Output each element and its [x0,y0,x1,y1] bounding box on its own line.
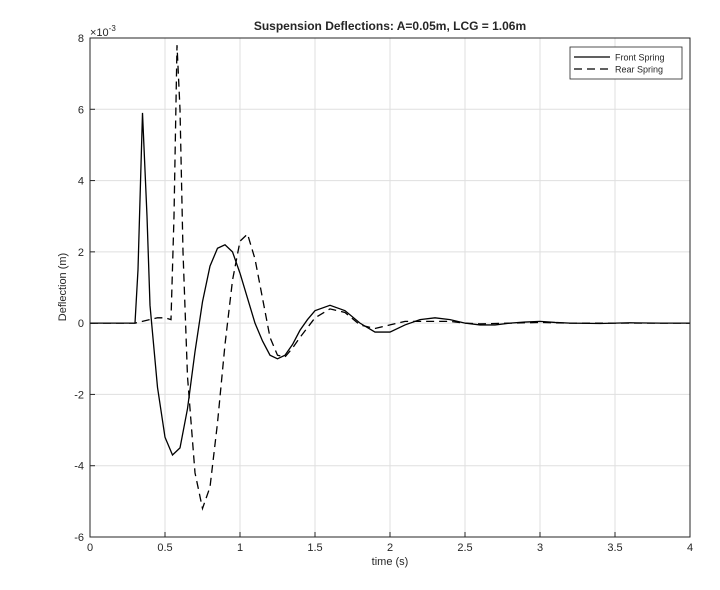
chart-title: Suspension Deflections: A=0.05m, LCG = 1… [254,19,526,33]
x-tick-label: 3.5 [607,542,622,554]
x-axis-label: time (s) [372,556,409,568]
x-tick-label: 2 [387,542,393,554]
y-tick-label: 6 [78,104,84,116]
x-tick-label: 1.5 [307,542,322,554]
x-tick-label: 0.5 [157,542,172,554]
y-tick-label: 4 [78,176,84,188]
legend: Front Spring Rear Spring [569,46,683,80]
y-tick-label: 0 [78,318,84,330]
x-tick-label: 0 [87,542,93,554]
y-tick-label: -6 [74,532,84,544]
legend-label: Rear Spring [615,65,663,75]
y-tick-label: 8 [78,33,84,45]
legend-label: Front Spring [615,53,665,63]
y-axis-label: Deflection (m) [57,253,69,321]
y-tick-label: -4 [74,461,84,473]
x-tick-label: 1 [237,542,243,554]
y-multiplier-base: ×10 [90,27,109,39]
y-multiplier-exponent: -3 [109,24,117,33]
x-tick-label: 3 [537,542,543,554]
axes-box [89,37,691,538]
y-tick-label: 2 [78,247,84,259]
x-tick-label: 2.5 [457,542,472,554]
x-tick-label: 4 [687,542,693,554]
y-tick-label: -2 [74,389,84,401]
y-multiplier: ×10-3 [90,24,116,39]
series-line [90,45,690,511]
legend-box [569,46,683,80]
